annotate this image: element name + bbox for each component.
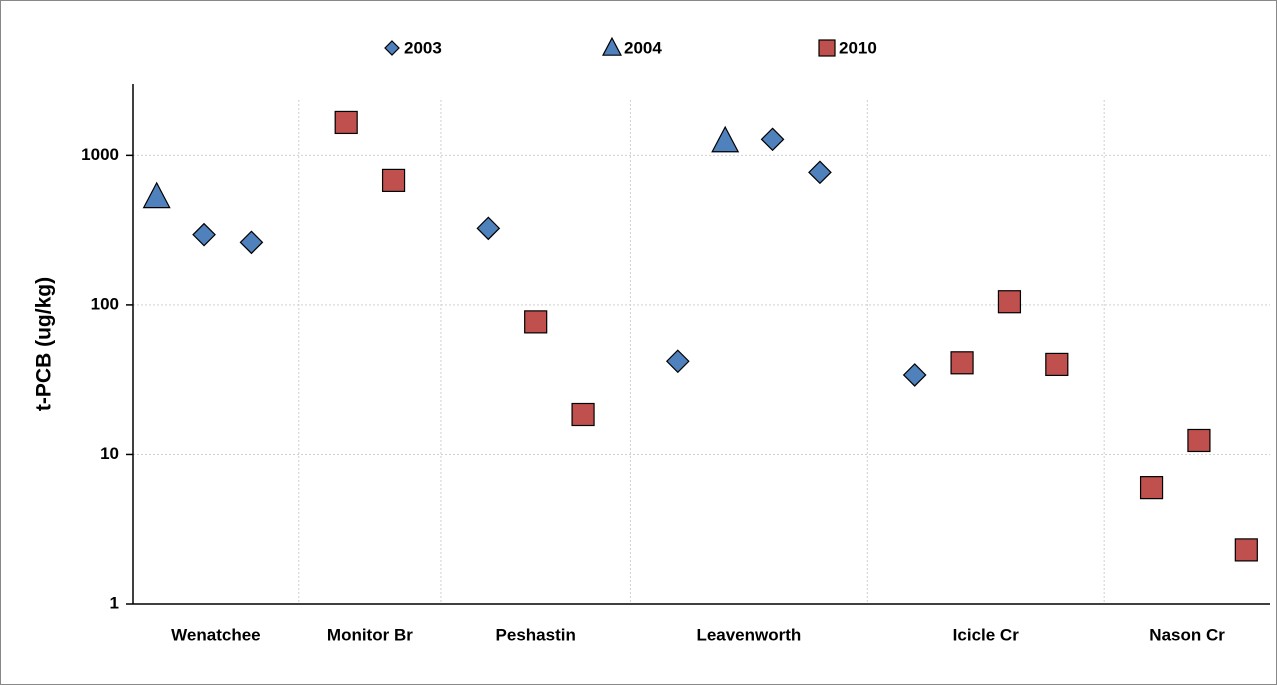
y-tick-label: 1000 — [81, 145, 119, 164]
point-square — [950, 351, 974, 375]
point-square — [1234, 538, 1258, 562]
y-tick-label: 10 — [100, 444, 119, 463]
point-square — [334, 110, 358, 135]
x-category-label: Wenatchee — [171, 625, 260, 644]
point-square — [571, 402, 595, 427]
x-category-label: Monitor Br — [327, 625, 413, 644]
x-category-label: Peshastin — [496, 625, 576, 644]
point-diamond — [760, 127, 785, 152]
point-diamond — [384, 40, 400, 56]
y-tick-label: 100 — [91, 294, 119, 313]
y-tick-label: 1 — [110, 593, 119, 612]
point-square — [997, 290, 1022, 314]
legend-label: 2004 — [624, 38, 662, 57]
point-diamond — [902, 363, 927, 387]
point-square — [1045, 352, 1069, 377]
point-triangle — [142, 181, 171, 209]
point-square — [1139, 476, 1164, 500]
x-category-label: Nason Cr — [1149, 625, 1225, 644]
y-axis-label: t-PCB (ug/kg) — [33, 277, 56, 411]
legend-label: 2010 — [839, 38, 877, 57]
point-square — [524, 310, 548, 334]
point-square — [381, 168, 406, 193]
point-diamond — [239, 230, 264, 255]
point-diamond — [808, 160, 832, 185]
x-category-label: Leavenworth — [696, 625, 801, 644]
point-triangle — [602, 36, 622, 56]
point-diamond — [665, 349, 690, 374]
legend-label: 2003 — [404, 38, 442, 57]
point-triangle — [711, 125, 740, 153]
point-square — [818, 39, 836, 57]
point-diamond — [476, 216, 501, 241]
point-square — [1187, 428, 1211, 453]
point-diamond — [192, 222, 216, 247]
x-category-label: Icicle Cr — [953, 625, 1020, 644]
